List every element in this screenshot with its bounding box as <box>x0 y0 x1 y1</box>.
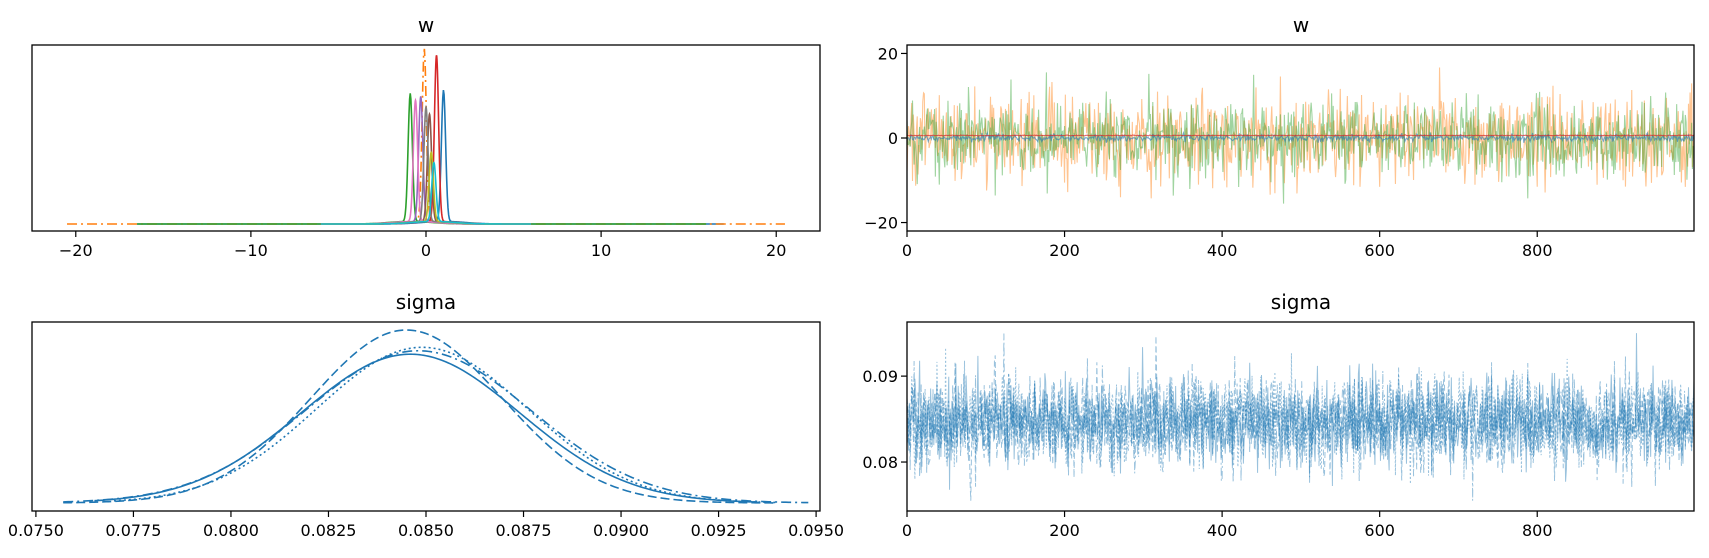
panel-title-w-density: w <box>418 13 434 37</box>
y-axis-sigma-trace: 0.08 0.09 <box>862 367 907 472</box>
x-tick-label: 600 <box>1364 521 1395 540</box>
plot-area-w-trace <box>907 67 1694 204</box>
x-tick-label: 400 <box>1207 521 1238 540</box>
x-axis-sigma-trace: 0 200 400 600 800 <box>902 511 1553 540</box>
plot-area-w-density <box>67 48 785 225</box>
x-tick-label: 200 <box>1049 241 1080 260</box>
density-line-w-9 <box>320 161 532 225</box>
x-tick-label: 0 <box>902 521 912 540</box>
x-axis-w-density: −20 −10 0 10 20 <box>59 231 786 260</box>
x-tick-label: 0.0775 <box>105 521 161 540</box>
plot-area-sigma-trace <box>907 333 1694 501</box>
trace-line-w-1 <box>907 72 1694 204</box>
density-line-sigma-1 <box>63 329 778 504</box>
y-tick-label: 20 <box>878 44 898 63</box>
y-tick-label: 0 <box>888 129 898 148</box>
y-tick-label: −20 <box>864 214 898 233</box>
trace-line-w-2 <box>907 130 1694 144</box>
x-tick-label: 0.0850 <box>398 521 454 540</box>
x-tick-label: 600 <box>1364 241 1395 260</box>
x-tick-label: 200 <box>1049 521 1080 540</box>
x-tick-label: 0.0750 <box>8 521 64 540</box>
x-tick-label: 400 <box>1207 241 1238 260</box>
x-tick-label: 0.0875 <box>496 521 552 540</box>
panel-title-sigma-density: sigma <box>396 290 456 314</box>
trace-line-sigma-chain-3 <box>907 347 1694 484</box>
panel-w-density: w −20 −10 0 10 20 <box>31 13 821 260</box>
x-tick-label: 10 <box>591 241 611 260</box>
x-tick-label: 20 <box>766 241 786 260</box>
x-tick-label: 0.0950 <box>788 521 844 540</box>
x-tick-label: 0.0900 <box>593 521 649 540</box>
x-tick-label: 0.0925 <box>691 521 747 540</box>
axes-frame-sigma-trace <box>906 321 1695 512</box>
trace-line-sigma-chain-1 <box>907 335 1694 501</box>
x-axis-w-trace: 0 200 400 600 800 <box>902 231 1553 260</box>
x-tick-label: 0.0825 <box>300 521 356 540</box>
panel-sigma-density: sigma 0.0750 0.0775 0.0800 0.0825 0.0850 0.08… <box>8 290 844 540</box>
x-tick-label: −20 <box>59 241 93 260</box>
x-tick-label: 0 <box>421 241 431 260</box>
trace-line-w-0 <box>907 67 1694 199</box>
panel-sigma-trace: sigma 0 200 400 600 800 0.08 0.09 <box>862 290 1695 540</box>
x-tick-label: −10 <box>234 241 268 260</box>
density-line-sigma-3 <box>113 346 778 504</box>
density-line-sigma-0 <box>94 353 758 503</box>
trace-line-sigma-chain-0 <box>907 333 1694 490</box>
y-tick-label: 0.09 <box>862 367 898 386</box>
y-tick-label: 0.08 <box>862 453 898 472</box>
x-tick-label: 800 <box>1522 521 1553 540</box>
density-line-sigma-2 <box>63 349 809 504</box>
x-axis-sigma-density: 0.0750 0.0775 0.0800 0.0825 0.0850 0.0875 0.09… <box>8 511 844 540</box>
x-tick-label: 800 <box>1522 241 1553 260</box>
plot-area-sigma-density <box>63 329 809 504</box>
panel-title-w-trace: w <box>1293 13 1309 37</box>
trace-line-sigma-chain-2 <box>907 333 1694 501</box>
trace-line-w-3 <box>907 133 1694 137</box>
y-axis-w-trace: −20 0 20 <box>864 44 907 233</box>
panel-title-sigma-trace: sigma <box>1271 290 1331 314</box>
x-tick-label: 0 <box>902 241 912 260</box>
x-tick-label: 0.0800 <box>203 521 259 540</box>
